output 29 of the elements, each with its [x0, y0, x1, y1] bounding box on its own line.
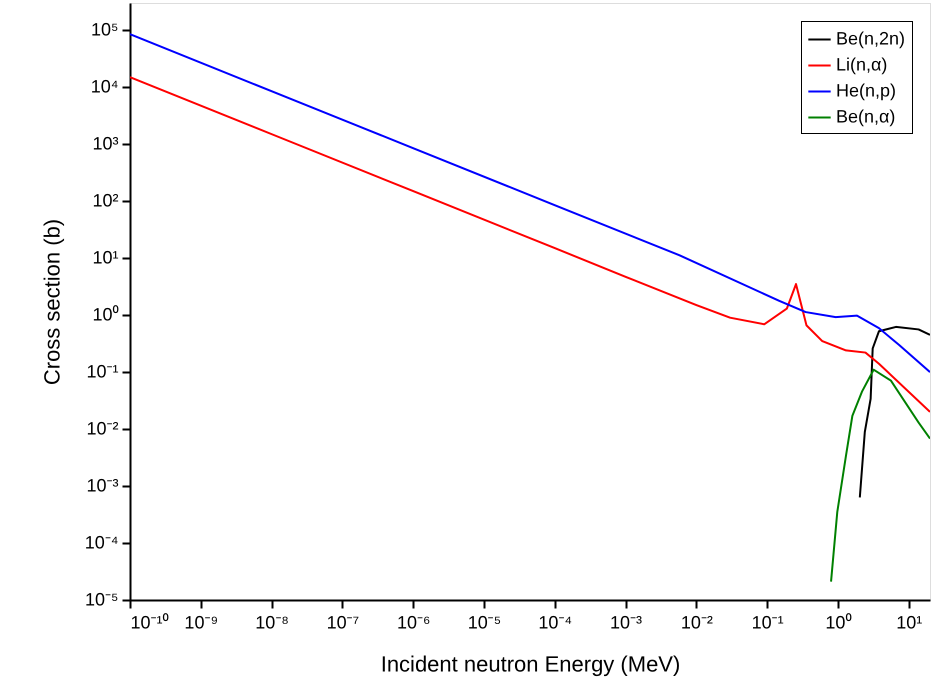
legend-label: He(n,p)	[836, 80, 896, 100]
y-tick-label: 10⁰	[92, 304, 118, 325]
x-tick-label: 10⁻¹⁰	[130, 612, 169, 632]
legend-label: Li(n,α)	[836, 54, 888, 74]
x-tick-label: 10⁻³	[610, 612, 642, 632]
y-tick-label: 10³	[92, 134, 119, 154]
y-tick-label: 10¹	[92, 248, 119, 268]
y-tick-label: 10⁵	[91, 20, 118, 40]
x-tick-label: 10⁻⁶	[396, 612, 430, 632]
legend-label: Be(n,2n)	[836, 28, 906, 48]
y-tick-label: 10²	[92, 190, 119, 211]
x-tick-label: 10¹	[896, 612, 922, 632]
y-axis-title: Cross section (b)	[40, 218, 65, 386]
x-tick-label: 10⁻⁷	[326, 612, 360, 632]
y-tick-label: 10⁻⁵	[85, 590, 118, 610]
y-tick-label: 10⁻¹	[86, 362, 119, 382]
x-tick-label: 10⁻⁸	[255, 612, 289, 632]
x-tick-label: 10⁻¹	[752, 612, 784, 632]
y-tick-label: 10⁴	[90, 76, 118, 97]
x-tick-label: 10⁻⁴	[538, 612, 572, 632]
x-axis-title: Incident neutron Energy (MeV)	[380, 652, 680, 676]
x-tick-label: 10⁻²	[680, 612, 713, 632]
y-tick-label: 10⁻³	[86, 476, 119, 496]
x-tick-label: 10⁰	[825, 612, 852, 632]
x-tick-label: 10⁻⁹	[184, 612, 218, 632]
y-tick-label: 10⁻²	[86, 418, 119, 439]
y-tick-label: 10⁻⁴	[84, 532, 118, 553]
x-tick-label: 10⁻⁵	[468, 612, 502, 632]
legend-label: Be(n,α)	[836, 106, 896, 126]
